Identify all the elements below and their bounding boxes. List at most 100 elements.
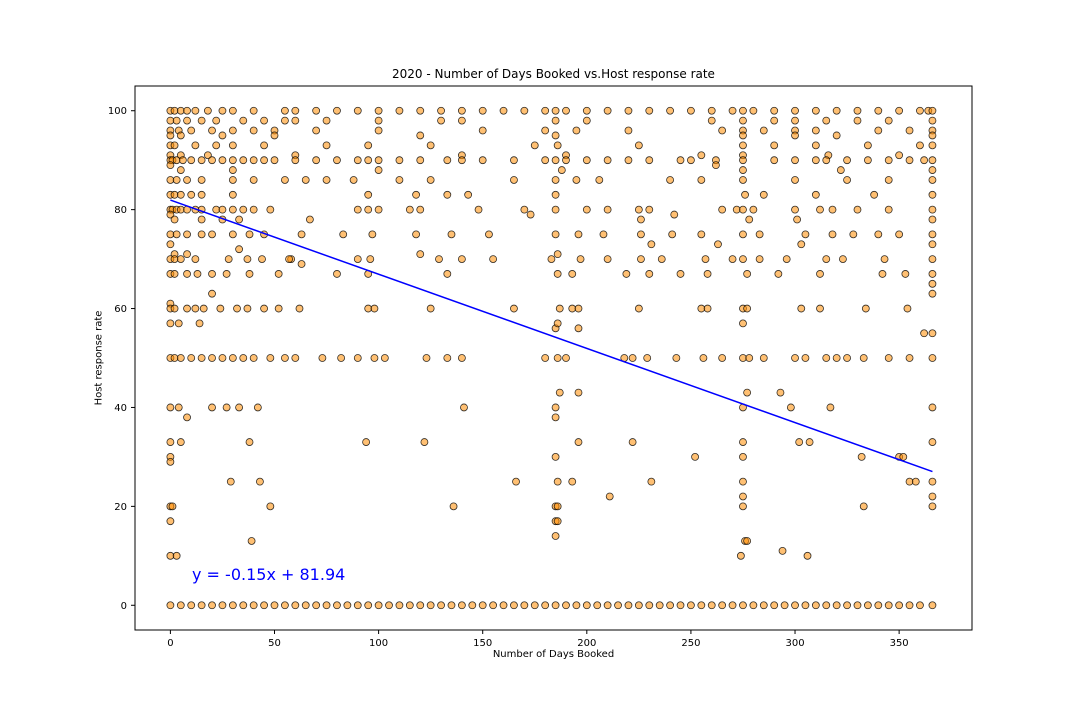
data-point xyxy=(174,403,183,412)
data-point xyxy=(468,601,477,610)
data-point xyxy=(447,230,456,239)
y-tick-label: 0 xyxy=(121,601,127,612)
data-point xyxy=(553,141,562,150)
data-point xyxy=(828,230,837,239)
data-point xyxy=(905,126,914,135)
data-point xyxy=(443,270,452,278)
data-point xyxy=(643,354,652,362)
data-point xyxy=(551,230,560,239)
data-point xyxy=(426,176,435,184)
x-tick-label: 150 xyxy=(473,638,492,649)
data-point xyxy=(364,205,373,214)
data-point xyxy=(634,205,643,214)
data-point xyxy=(464,190,473,199)
data-point xyxy=(791,116,799,125)
data-point xyxy=(551,131,560,140)
data-point xyxy=(728,255,737,263)
data-point xyxy=(739,453,747,461)
data-point xyxy=(395,176,404,184)
data-point xyxy=(172,116,181,125)
data-point xyxy=(555,304,564,313)
data-point xyxy=(291,106,300,115)
data-point xyxy=(634,304,643,313)
data-point xyxy=(624,601,633,610)
data-point xyxy=(249,205,258,214)
data-point xyxy=(916,106,924,115)
data-point xyxy=(166,319,175,328)
data-point xyxy=(168,502,177,511)
data-point xyxy=(374,166,383,174)
data-point xyxy=(899,453,908,461)
data-point xyxy=(364,601,373,610)
data-point xyxy=(657,255,666,263)
data-point xyxy=(297,230,306,239)
data-point xyxy=(770,141,779,150)
data-point xyxy=(645,106,654,115)
data-point xyxy=(562,106,570,115)
data-point xyxy=(460,403,468,412)
data-point xyxy=(187,156,196,165)
x-tick-label: 300 xyxy=(785,638,804,649)
data-point xyxy=(551,532,560,540)
data-point xyxy=(443,354,452,362)
data-point xyxy=(614,601,622,610)
data-point xyxy=(208,270,216,278)
data-point xyxy=(905,156,914,165)
data-point xyxy=(843,156,851,165)
data-point xyxy=(928,176,937,184)
data-point xyxy=(928,255,937,263)
data-point xyxy=(301,176,310,184)
data-point xyxy=(739,230,747,239)
data-point xyxy=(499,106,508,115)
data-point xyxy=(172,551,181,560)
chart-title: 2020 - Number of Days Booked vs.Host res… xyxy=(392,67,715,81)
data-point xyxy=(624,126,633,135)
data-point xyxy=(874,106,883,115)
data-point xyxy=(478,106,487,115)
data-point xyxy=(416,250,425,259)
data-point xyxy=(811,126,820,135)
data-point xyxy=(870,190,879,199)
data-point xyxy=(603,106,612,115)
data-point xyxy=(322,116,331,125)
data-point xyxy=(928,502,937,511)
data-point xyxy=(474,205,483,214)
data-point xyxy=(687,601,695,610)
data-point xyxy=(884,205,893,214)
data-point xyxy=(176,354,185,362)
data-point xyxy=(266,205,275,214)
data-point xyxy=(759,601,768,610)
data-point xyxy=(574,324,583,333)
data-point xyxy=(884,116,893,125)
data-point xyxy=(786,403,795,412)
data-point xyxy=(647,477,656,486)
data-point xyxy=(426,601,435,610)
data-point xyxy=(499,601,508,610)
data-point xyxy=(572,601,581,610)
data-point xyxy=(226,477,235,486)
data-point xyxy=(739,131,747,140)
data-point xyxy=(928,270,937,278)
data-point xyxy=(197,601,206,610)
data-point xyxy=(791,131,799,140)
data-point xyxy=(447,601,456,610)
data-point xyxy=(791,601,799,610)
data-point xyxy=(312,106,321,115)
data-point xyxy=(574,304,583,313)
data-point xyxy=(270,131,279,140)
y-tick-label: 100 xyxy=(108,106,127,117)
data-point xyxy=(176,255,185,263)
data-point xyxy=(901,270,910,278)
x-tick-label: 100 xyxy=(369,638,388,649)
data-point xyxy=(243,255,252,263)
data-point xyxy=(811,601,820,610)
data-point xyxy=(739,255,747,263)
data-point xyxy=(249,601,258,610)
data-point xyxy=(884,354,893,362)
data-point xyxy=(853,601,862,610)
data-point xyxy=(435,255,443,263)
data-point xyxy=(291,156,300,165)
data-point xyxy=(228,126,237,135)
data-point xyxy=(333,601,341,610)
data-point xyxy=(637,230,645,239)
